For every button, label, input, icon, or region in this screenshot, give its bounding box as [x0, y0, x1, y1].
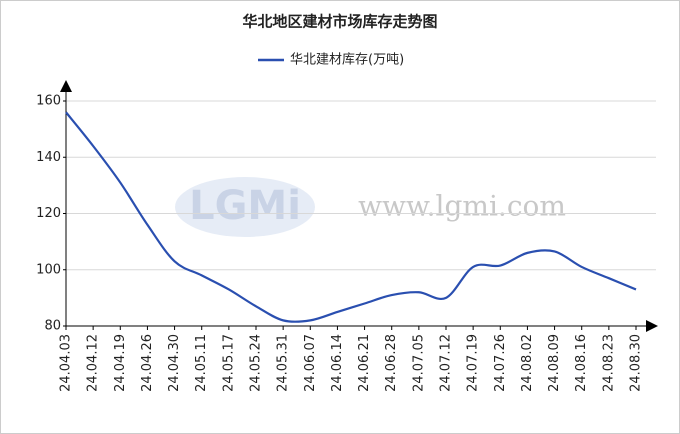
- x-tick-label: 24.08.16: [574, 334, 589, 392]
- x-tick-label: 24.07.05: [411, 334, 426, 392]
- x-tick-label: 24.05.17: [221, 334, 236, 392]
- line: [65, 111, 637, 323]
- y-tick-label: 160: [36, 94, 61, 109]
- watermark: www.lgmi.com: [358, 190, 566, 223]
- x-tick-label: 24.04.03: [59, 334, 74, 392]
- y-tick-label: 140: [36, 150, 61, 165]
- x-tick-label: 24.07.19: [466, 334, 481, 392]
- y-tick-label: 80: [44, 319, 61, 334]
- x-tick-label: 24.04.26: [140, 334, 155, 392]
- x-tick-label: 24.06.07: [303, 334, 318, 392]
- x-tick-label: 24.05.11: [194, 334, 209, 392]
- y-tick-label: 100: [36, 262, 61, 277]
- x-tick-label: 24.08.23: [601, 334, 616, 392]
- x-tick-label: 24.04.12: [86, 334, 101, 392]
- y-tick-label: 120: [36, 206, 61, 221]
- chart-title: 华北地区建材市场库存走势图: [242, 13, 437, 31]
- x-tick-label: 24.05.24: [249, 334, 264, 392]
- x-tick-label: 24.06.28: [384, 334, 399, 392]
- x-tick-label: 24.08.30: [629, 334, 644, 392]
- x-tick-label: 24.04.30: [167, 334, 182, 392]
- x-tick-label: 24.05.31: [276, 334, 291, 392]
- x-tick-label: 24.08.09: [547, 334, 562, 392]
- x-arrow: [646, 320, 658, 332]
- x-tick-label: 24.06.14: [330, 334, 345, 392]
- legend-label: 华北建材库存(万吨): [290, 52, 404, 68]
- logo-wrap: LGMi: [175, 177, 315, 237]
- x-tick-label: 24.06.21: [357, 334, 372, 392]
- x-tick-label: 24.08.02: [520, 334, 535, 392]
- x-tick-label: 24.07.26: [493, 334, 508, 392]
- y-arrow: [60, 80, 72, 92]
- logo: LGMi: [189, 183, 301, 229]
- x-tick-label: 24.04.19: [113, 334, 128, 392]
- logo-shape: [175, 177, 315, 237]
- x-tick-label: 24.07.12: [439, 334, 454, 392]
